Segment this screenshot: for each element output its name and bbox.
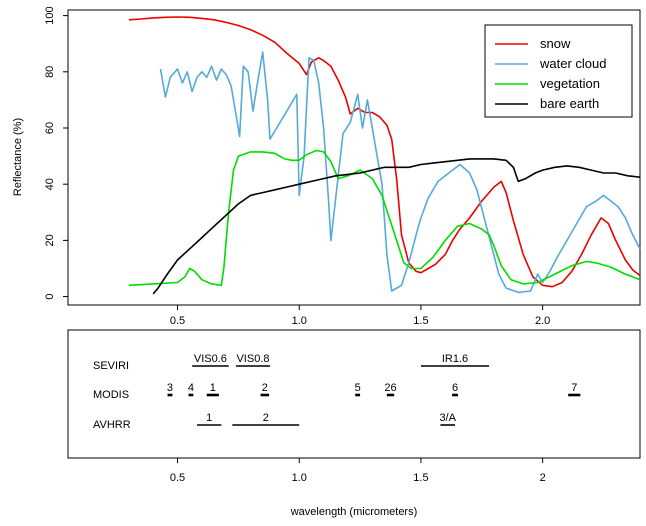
row-label-modis: MODIS	[93, 389, 129, 401]
row-label-avhrr: AVHRR	[93, 419, 131, 431]
y-tick-label: 60	[44, 122, 56, 134]
band-label: IR1.6	[442, 353, 468, 365]
series-line-vegetation	[128, 149, 641, 287]
x-tick-label: 1.5	[413, 472, 428, 484]
band-label: 2	[262, 382, 268, 394]
reflectance-plot-frame	[67, 9, 641, 306]
legend-label: bare earth	[540, 96, 599, 111]
series-line-bare-earth	[152, 158, 641, 295]
band-label: VIS0.8	[236, 353, 269, 365]
legend-label: vegetation	[540, 76, 600, 91]
legend-box	[484, 24, 633, 118]
legend-label: snow	[540, 36, 571, 51]
series-lines	[128, 16, 641, 295]
band-label: 2	[263, 412, 269, 424]
y-tick-label: 40	[44, 178, 56, 190]
x-tick-label: 2	[540, 472, 546, 484]
legend: snow water cloud vegetation bare earth	[484, 24, 633, 118]
y-tick-label: 0	[44, 294, 56, 300]
x-tick-label: 1.0	[292, 315, 307, 327]
band-rows: SEVIRI VIS0.6 VIS0.8 IR1.6 MODIS 3 4 1 2 5 26 6 7 AVH…	[93, 353, 581, 431]
reflectance-panel: 0 20 40 60 80 100 0.5 1.0 1.5 2.0 Reflectance (%…	[12, 6, 641, 327]
band-label: 26	[384, 382, 396, 394]
band-label: 4	[188, 382, 194, 394]
x-axis-title: wavelength (micrometers)	[290, 506, 418, 518]
x-tick-label: 1.5	[413, 315, 428, 327]
y-tick-label: 80	[44, 66, 56, 78]
x-axis-top: 0.5 1.0 1.5 2.0	[170, 305, 550, 327]
band-label: 5	[355, 382, 361, 394]
y-tick-label: 20	[44, 234, 56, 246]
y-axis-title: Reflectance (%)	[12, 118, 24, 196]
bands-plot-frame	[67, 329, 641, 459]
series-line-water-cloud	[159, 51, 641, 294]
band-label: VIS0.6	[194, 353, 227, 365]
x-tick-label: 0.5	[170, 472, 185, 484]
band-label: 7	[571, 382, 577, 394]
x-tick-label: 0.5	[170, 315, 185, 327]
bands-panel: SEVIRI VIS0.6 VIS0.8 IR1.6 MODIS 3 4 1 2 5 26 6 7 AVH…	[67, 329, 641, 518]
band-label: 6	[452, 382, 458, 394]
band-label: 3/A	[439, 412, 456, 424]
x-tick-label: 2.0	[535, 315, 550, 327]
band-label: 1	[210, 382, 216, 394]
series-line-snow	[128, 16, 641, 288]
x-axis-bottom: 0.5 1.0 1.5 2	[170, 458, 546, 484]
legend-label: water cloud	[539, 56, 606, 71]
y-axis: 0 20 40 60 80 100	[44, 6, 68, 300]
band-label: 3	[167, 382, 173, 394]
row-label-seviri: SEVIRI	[93, 360, 129, 372]
band-label: 1	[206, 412, 212, 424]
legend-items: snow water cloud vegetation bare earth	[495, 36, 606, 111]
x-tick-label: 1.0	[292, 472, 307, 484]
y-tick-label: 100	[44, 6, 56, 24]
